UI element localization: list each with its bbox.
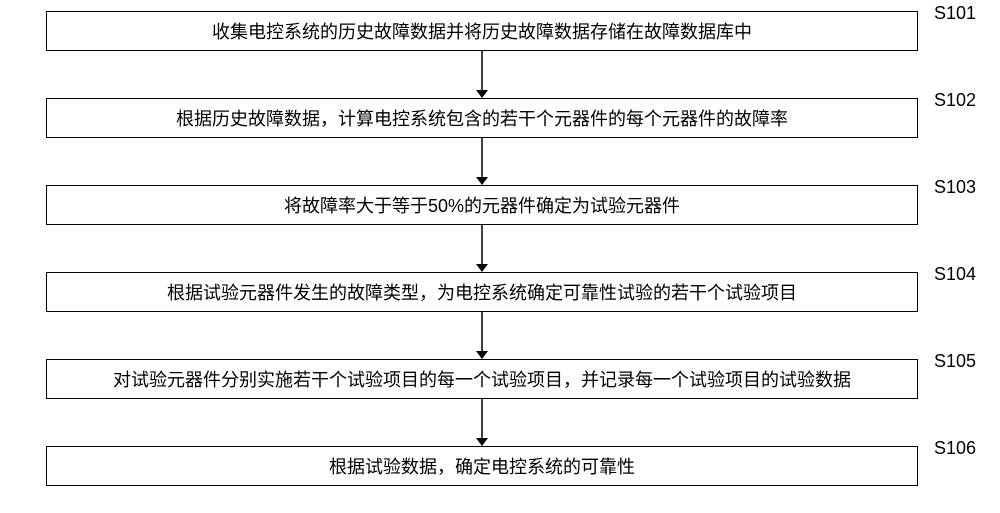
flow-arrow [472,51,492,98]
flow-step-box: 对试验元器件分别实施若干个试验项目的每一个试验项目，并记录每一个试验项目的试验数… [46,359,918,399]
flow-step-text: 对试验元器件分别实施若干个试验项目的每一个试验项目，并记录每一个试验项目的试验数… [113,366,851,392]
flow-step-box: 根据试验元器件发生的故障类型，为电控系统确定可靠性试验的若干个试验项目 [46,272,918,312]
flow-arrow [472,138,492,185]
flow-arrow [472,225,492,272]
flow-step-text: 根据试验数据，确定电控系统的可靠性 [329,453,635,479]
flow-arrow [472,312,492,359]
flow-step-text: 根据试验元器件发生的故障类型，为电控系统确定可靠性试验的若干个试验项目 [167,279,797,305]
flow-step-text: 收集电控系统的历史故障数据并将历史故障数据存储在故障数据库中 [212,18,752,44]
flow-step-label: S106 [934,438,976,459]
flow-step-label: S101 [934,3,976,24]
flow-step-box: 将故障率大于等于50%的元器件确定为试验元器件 [46,185,918,225]
flow-step-label: S104 [934,264,976,285]
flow-step-box: 根据试验数据，确定电控系统的可靠性 [46,446,918,486]
flow-step-label: S105 [934,351,976,372]
flow-step-label: S103 [934,177,976,198]
flow-arrow [472,399,492,446]
flow-step-label: S102 [934,90,976,111]
flow-step-box: 收集电控系统的历史故障数据并将历史故障数据存储在故障数据库中 [46,11,918,51]
flow-step-text: 根据历史故障数据，计算电控系统包含的若干个元器件的每个元器件的故障率 [176,105,788,131]
flow-step-text: 将故障率大于等于50%的元器件确定为试验元器件 [284,192,680,218]
flow-step-box: 根据历史故障数据，计算电控系统包含的若干个元器件的每个元器件的故障率 [46,98,918,138]
